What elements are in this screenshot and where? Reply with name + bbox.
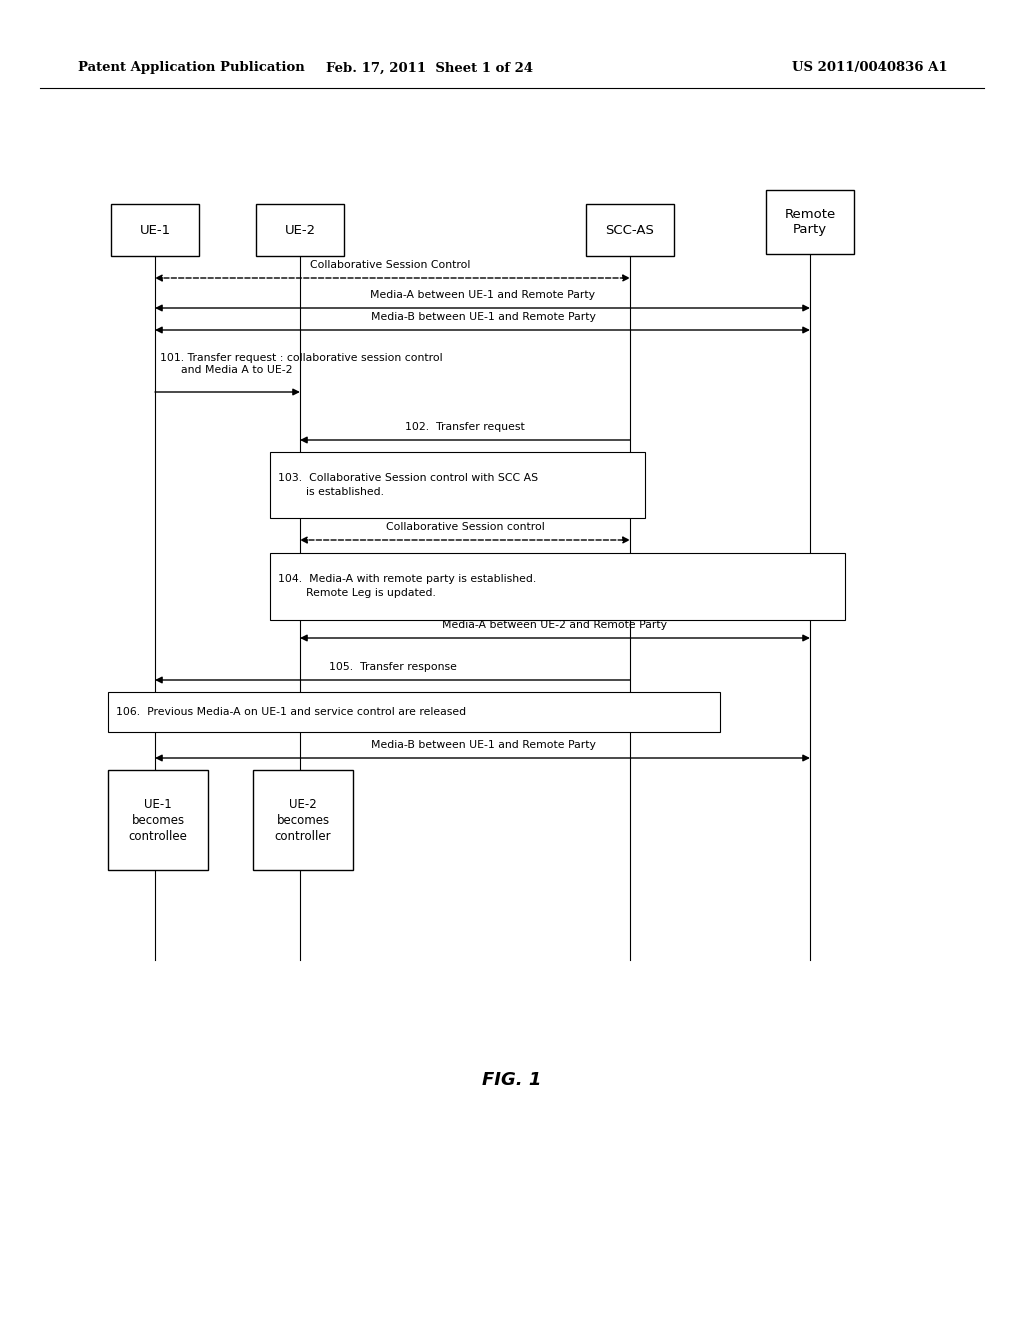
Text: Collaborative Session Control: Collaborative Session Control [310,260,470,271]
Text: 104.  Media-A with remote party is established.
        Remote Leg is updated.: 104. Media-A with remote party is establ… [278,574,537,598]
Text: Patent Application Publication: Patent Application Publication [78,62,305,74]
Text: UE-2
becomes
controller: UE-2 becomes controller [274,797,332,842]
Text: Media-A between UE-2 and Remote Party: Media-A between UE-2 and Remote Party [442,620,668,630]
Text: SCC-AS: SCC-AS [605,223,654,236]
Text: UE-2: UE-2 [285,223,315,236]
Text: 105.  Transfer response: 105. Transfer response [329,663,457,672]
Text: UE-1: UE-1 [139,223,171,236]
Text: Media-B between UE-1 and Remote Party: Media-B between UE-1 and Remote Party [371,312,595,322]
Text: Remote
Party: Remote Party [784,207,836,236]
Text: Collaborative Session control: Collaborative Session control [386,521,545,532]
Bar [256,205,344,256]
Text: 102.  Transfer request: 102. Transfer request [406,422,525,432]
Text: Media-B between UE-1 and Remote Party: Media-B between UE-1 and Remote Party [371,741,595,750]
Text: UE-1
becomes
controllee: UE-1 becomes controllee [129,797,187,842]
Bar [766,190,854,253]
Text: Media-A between UE-1 and Remote Party: Media-A between UE-1 and Remote Party [371,290,596,300]
Bar [111,205,199,256]
Text: 103.  Collaborative Session control with SCC AS
        is established.: 103. Collaborative Session control with … [278,474,539,496]
Bar [270,553,845,620]
Bar [586,205,674,256]
Bar [253,770,353,870]
Text: US 2011/0040836 A1: US 2011/0040836 A1 [793,62,948,74]
Text: 106.  Previous Media-A on UE-1 and service control are released: 106. Previous Media-A on UE-1 and servic… [116,708,466,717]
Bar [270,451,645,517]
Bar [108,770,208,870]
Text: 101. Transfer request : collaborative session control
      and Media A to UE-2: 101. Transfer request : collaborative se… [160,352,442,375]
Text: Feb. 17, 2011  Sheet 1 of 24: Feb. 17, 2011 Sheet 1 of 24 [327,62,534,74]
Bar [108,692,720,733]
Text: FIG. 1: FIG. 1 [482,1071,542,1089]
